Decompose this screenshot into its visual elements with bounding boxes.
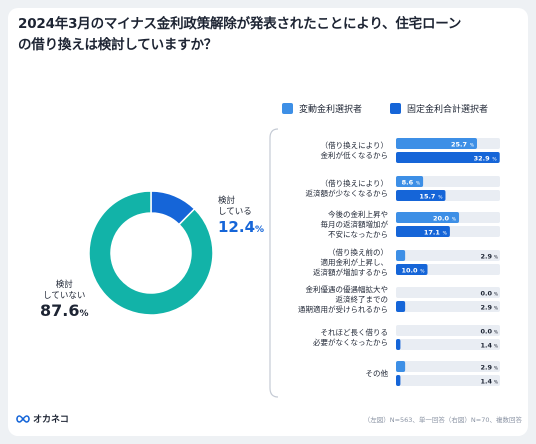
bar-value-unit: % — [494, 343, 499, 349]
category-label-line: 金利が低くなるから — [320, 150, 389, 160]
category-label-line: それほど長く借りる — [320, 327, 389, 337]
legend-fixed: 固定金利合計選択者 — [390, 102, 488, 115]
donut-label-yes: 検討 している 12.4% — [218, 196, 264, 239]
bar-value-unit: % — [416, 180, 421, 186]
category-label-line: 不安になったから — [328, 229, 388, 239]
donut-no-text-1: 検討 — [55, 280, 73, 290]
category-label-line: 通期適用が受けられるから — [298, 304, 388, 314]
bar-fixed — [396, 190, 446, 201]
infinity-logo-icon — [16, 414, 30, 423]
category-label: （借り換え前の） 適用金利が上昇し、 返済額が増加するから — [268, 248, 388, 278]
category-label-line: 適用金利が上昇し、 — [320, 257, 389, 267]
bar-track — [396, 301, 500, 312]
brand-name: オカネコ — [33, 415, 69, 425]
bar-value-label: 2.9 — [480, 252, 492, 260]
bar-variable — [396, 176, 424, 187]
donut-yes-number: 12.4 — [218, 218, 256, 236]
bar-fixed — [396, 264, 428, 275]
category-label-line: （借り換えにより） — [320, 178, 388, 188]
bar-value-unit: % — [470, 142, 475, 148]
category-label: （借り換えにより） 返済額が少なくなるから — [268, 178, 389, 199]
category-label: それほど長く借りる 必要がなくなったから — [268, 328, 388, 348]
category-label-line: 今後の金利上昇や — [328, 209, 388, 219]
bar-value-label: 8.6 — [402, 178, 414, 186]
category-label-line: 毎月の返済額増加が — [320, 219, 389, 229]
donut-chart — [88, 190, 214, 316]
bar-track — [396, 250, 500, 261]
bar-value-unit: % — [494, 305, 499, 311]
bar-fixed — [396, 375, 401, 386]
donut-label-no: 検討 していない 87.6% — [40, 280, 89, 323]
legend-text-fixed: 固定金利合計選択者 — [407, 105, 489, 115]
category-label-line: 返済額が増加するから — [313, 267, 388, 277]
bar-variable — [396, 361, 406, 372]
bar-track — [396, 287, 500, 298]
bar-value-label: 0.0 — [480, 327, 492, 335]
category-bracket — [269, 128, 279, 398]
brand-logo: オカネコ — [16, 412, 69, 425]
bar-value-label: 20.0 — [433, 214, 450, 222]
bar-fixed — [396, 226, 450, 237]
donut-slice-no — [88, 190, 214, 316]
donut-yes-pct: % — [255, 225, 265, 235]
bar-value-unit: % — [452, 216, 457, 222]
bar-value-label: 17.1 — [424, 228, 441, 236]
bar-track — [396, 339, 500, 350]
bar-value-label: 0.0 — [480, 289, 492, 297]
bar-value-unit: % — [494, 365, 499, 371]
bar-value-unit: % — [443, 230, 448, 236]
bar-variable — [396, 250, 406, 261]
category-label: 金利優遇の優遇幅拡大や 返済終了までの 通期適用が受けられるから — [268, 285, 388, 315]
category-label-line: （借り換えにより） — [320, 140, 388, 150]
bar-value-label: 2.9 — [480, 303, 492, 311]
legend-swatch-fixed — [390, 103, 401, 114]
bar-value-label: 1.4 — [480, 377, 492, 385]
donut-no-text-2: していない — [43, 291, 86, 301]
donut-yes-text-1: 検討 — [218, 196, 236, 206]
bar-variable — [396, 138, 477, 149]
donut-yes-text-2: している — [218, 207, 252, 217]
bar-track — [396, 375, 500, 386]
chart-title: 2024年3月のマイナス金利政策解除が発表されたことにより、住宅ローン の借り換… — [18, 14, 488, 56]
bar-fixed — [396, 152, 500, 163]
bar-value-label: 2.9 — [480, 363, 492, 371]
bar-value-unit: % — [492, 156, 497, 162]
bar-value-unit: % — [420, 268, 425, 274]
bar-value-label: 15.7 — [419, 192, 435, 200]
donut-no-value: 87.6% — [40, 302, 89, 323]
footer-note: （左図）N=563、単一回答（右図）N=70、複数回答 — [363, 416, 522, 424]
legend-swatch-variable — [282, 103, 293, 114]
bar-track — [396, 361, 500, 372]
bar-value-label: 32.9 — [474, 154, 491, 162]
category-label-line: 金利優遇の優遇幅拡大や — [305, 284, 389, 294]
bar-fixed — [396, 301, 406, 312]
bar-variable — [396, 212, 460, 223]
bar-value-unit: % — [494, 329, 499, 335]
bar-value-unit: % — [494, 254, 499, 260]
legend-variable: 変動金利選択者 — [282, 102, 362, 115]
legend-text-variable: 変動金利選択者 — [299, 105, 363, 115]
bar-value-unit: % — [494, 291, 499, 297]
bar-track — [396, 325, 500, 336]
category-label-line: 返済終了までの — [335, 294, 389, 304]
category-label: その他 — [268, 368, 389, 379]
bar-value-label: 25.7 — [451, 140, 467, 148]
category-label-line: （借り換え前の） — [328, 247, 388, 257]
donut-no-pct: % — [79, 309, 89, 319]
title-line-1: 2024年3月のマイナス金利政策解除が発表されたことにより、住宅ローン — [18, 16, 462, 32]
category-label-line: 必要がなくなったから — [313, 337, 388, 347]
bar-value-unit: % — [494, 379, 499, 385]
bar-value-unit: % — [438, 194, 443, 200]
donut-yes-value: 12.4% — [218, 218, 264, 239]
category-label-line: その他 — [365, 368, 389, 378]
bar-value-label: 10.0 — [401, 266, 418, 274]
category-label: 今後の金利上昇や 毎月の返済額増加が 不安になったから — [268, 209, 389, 240]
donut-no-number: 87.6 — [40, 301, 80, 320]
category-label-line: 返済額が少なくなるから — [305, 188, 389, 198]
bar-value-label: 1.4 — [480, 341, 492, 349]
category-label: （借り換えにより） 金利が低くなるから — [268, 140, 389, 161]
bar-fixed — [396, 339, 401, 350]
title-line-2: の借り換えは検討していますか？ — [18, 37, 218, 53]
